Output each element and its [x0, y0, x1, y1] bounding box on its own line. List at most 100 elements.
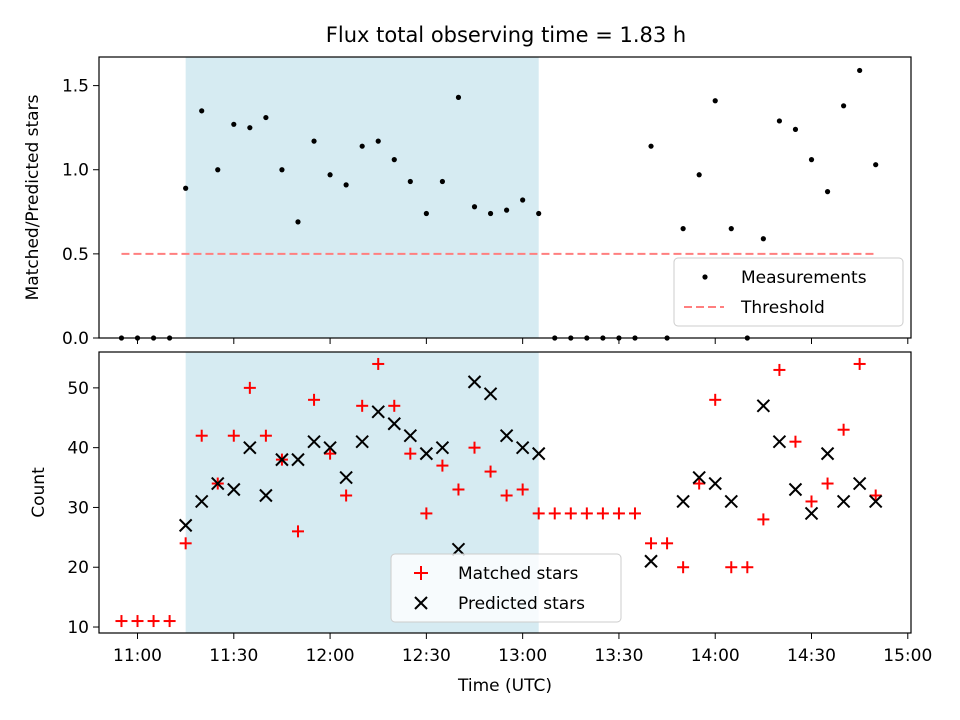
matched-star-point [179, 537, 192, 550]
top-legend: Measurements Threshold [673, 257, 904, 327]
matched-star-point [532, 507, 545, 520]
measurement-point [311, 138, 317, 144]
measurement-point [680, 226, 686, 232]
measurement-point [808, 157, 815, 163]
matched-star-point [596, 507, 609, 520]
matched-star-point [468, 441, 481, 454]
matched-star-point [404, 447, 417, 460]
predicted-star-point [387, 417, 401, 431]
matched-star-point [372, 357, 385, 370]
matched-star-point [725, 561, 738, 574]
predicted-star-point [178, 518, 193, 533]
matched-star-point [420, 507, 433, 520]
bottom-y-tick-label: 40 [67, 439, 89, 459]
top-y-tick-label: 0.5 [62, 245, 89, 265]
measurement-point [343, 182, 349, 188]
measurement-point [792, 126, 799, 132]
measurement-point [824, 189, 831, 195]
measurement-point [183, 185, 189, 191]
matched-star-point [612, 507, 625, 520]
legend-matched-label: Matched stars [458, 564, 578, 584]
measurement-point [295, 219, 301, 225]
legend-measurements-marker [702, 274, 708, 280]
x-axis-label: Time (UTC) [457, 676, 552, 696]
top-legend-box [673, 257, 904, 327]
predicted-star-point [259, 488, 273, 503]
matched-star-point [628, 507, 641, 520]
predicted-star-point [291, 452, 305, 467]
top-panel: 0.0 0.5 1.0 1.5 Matched/Predicted stars Mea… [23, 56, 912, 349]
predicted-star-point [531, 446, 546, 461]
predicted-star-point [323, 440, 337, 455]
matched-star-point [789, 435, 802, 448]
bottom-x-ticks: 11:00 11:30 12:00 12:30 13:00 13:30 14:00 14:30… [113, 633, 932, 666]
matched-star-point [709, 393, 722, 406]
top-y-tick-label: 1.5 [62, 77, 89, 97]
matched-star-point [564, 507, 577, 520]
predicted-star-point [227, 482, 241, 497]
measurement-point [215, 167, 221, 173]
matched-star-point [436, 459, 449, 472]
matched-star-point [548, 507, 561, 520]
measurement-point [375, 138, 381, 144]
top-y-ticks: 0.0 0.5 1.0 1.5 [62, 77, 99, 349]
matched-star-point [516, 483, 529, 496]
legend-measurements-label: Measurements [741, 268, 867, 288]
bottom-x-tick-label: 13:00 [498, 646, 547, 666]
matched-star-point [195, 429, 208, 442]
predicted-star-point [435, 440, 450, 455]
top-axes-frame [98, 56, 912, 339]
matched-star-point [741, 561, 754, 574]
matched-star-point [115, 615, 128, 628]
predicted-star-point [692, 470, 706, 485]
predicted-star-point [483, 387, 498, 401]
bottom-y-tick-label: 10 [67, 618, 89, 638]
bottom-y-ticks: 10 20 30 40 50 [67, 379, 99, 638]
measurement-point [247, 125, 253, 131]
bottom-x-tick-label: 13:30 [594, 646, 643, 666]
legend-predicted-label: Predicted stars [458, 594, 585, 614]
matched-star-point [131, 615, 144, 628]
predicted-star-point [868, 494, 883, 509]
predicted-star-point [836, 494, 851, 509]
matched-star-point [757, 513, 770, 526]
bottom-y-tick-label: 20 [67, 558, 89, 578]
measurement-point [439, 178, 446, 185]
bottom-y-tick-label: 30 [67, 498, 89, 518]
predicted-star-point [339, 470, 353, 485]
measurement-point [776, 118, 783, 124]
predicted-star-point [644, 554, 658, 568]
measurement-point [199, 108, 205, 114]
matched-star-point [837, 423, 850, 436]
matched-star-point [677, 561, 690, 574]
predicted-star-point [804, 506, 819, 521]
predicted-star-point [194, 494, 209, 509]
matched-star-point [356, 399, 369, 412]
matched-star-point [645, 537, 658, 550]
matched-star-point [324, 447, 337, 460]
matched-star-point [147, 615, 160, 628]
measurement-point [857, 67, 863, 74]
matched-star-point [821, 477, 834, 490]
matched-star-point [227, 429, 240, 442]
bottom-x-tick-label: 11:00 [113, 646, 162, 666]
measurement-point [712, 98, 718, 104]
measurement-point [728, 226, 734, 232]
measurement-point [407, 178, 413, 185]
predicted-star-point [852, 476, 867, 491]
predicted-star-point [820, 446, 835, 461]
predicted-star-point [307, 434, 321, 449]
predicted-star-point [355, 434, 369, 449]
predicted-star-point [403, 428, 418, 443]
top-y-tick-label: 1.0 [62, 161, 89, 181]
top-y-tick-label: 0.0 [62, 329, 89, 349]
top-y-axis-label: Matched/Predicted stars [23, 94, 43, 300]
predicted-star-point [467, 375, 482, 389]
predicted-star-point [275, 452, 289, 467]
measurement-point [648, 143, 654, 149]
legend-threshold-label: Threshold [740, 298, 825, 318]
bottom-axes-frame [98, 351, 912, 634]
matched-star-point [853, 357, 866, 370]
bottom-x-tick-label: 15:00 [883, 646, 932, 666]
